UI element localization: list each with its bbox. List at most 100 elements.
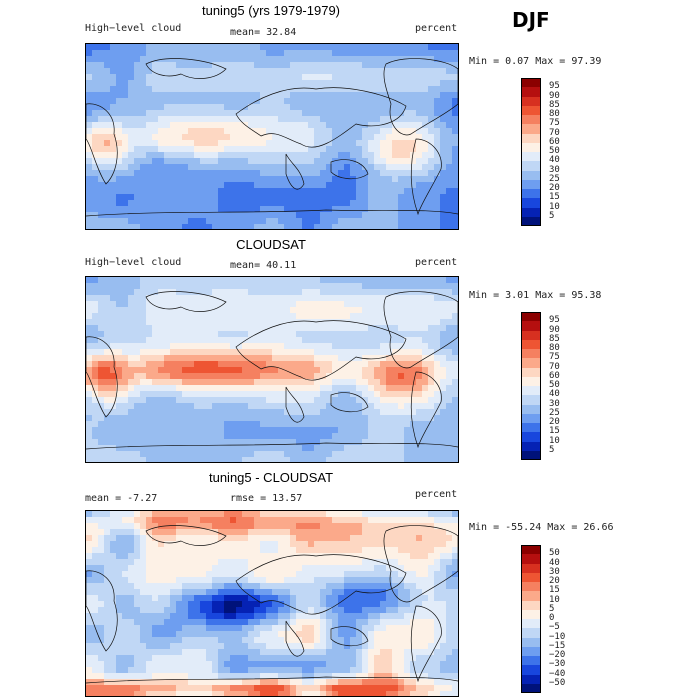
map-cell <box>302 224 309 229</box>
map-cell <box>338 158 345 165</box>
map-cell <box>188 541 195 548</box>
map-cell <box>362 367 369 374</box>
map-cell <box>338 68 345 75</box>
map-cell <box>392 313 399 320</box>
map-cell <box>296 409 303 416</box>
map-cell <box>86 307 93 314</box>
map-cell <box>374 68 381 75</box>
map-cell <box>188 283 195 290</box>
map-cell <box>302 218 309 225</box>
map-cell <box>188 433 195 440</box>
map-cell <box>122 134 129 141</box>
map-cell <box>218 98 225 105</box>
map-cell <box>254 283 261 290</box>
map-cell <box>338 379 345 386</box>
map-cell <box>134 415 141 422</box>
map-cell <box>344 80 351 87</box>
map-cell <box>446 188 453 195</box>
map-cell <box>314 457 321 462</box>
map-cell <box>128 355 135 362</box>
map-cell <box>362 110 369 117</box>
map-cell <box>446 601 453 608</box>
map-cell <box>254 56 261 63</box>
map-cell <box>164 295 171 302</box>
map-cell <box>308 523 315 530</box>
map-cell <box>182 182 189 189</box>
map-cell <box>164 283 171 290</box>
map-cell <box>230 601 237 608</box>
map-cell <box>422 74 429 81</box>
map-cell <box>230 62 237 69</box>
map-cell <box>272 385 279 392</box>
map-cell <box>374 146 381 153</box>
map-cell <box>110 218 117 225</box>
map-cell <box>374 421 381 428</box>
map-cell <box>194 152 201 159</box>
map-cell <box>374 164 381 171</box>
map-cell <box>176 56 183 63</box>
map-cell <box>398 589 405 596</box>
map-cell <box>212 349 219 356</box>
map-cell <box>206 80 213 87</box>
map-cell <box>368 289 375 296</box>
map-cell <box>86 176 93 183</box>
map-cell <box>116 152 123 159</box>
map-cell <box>422 188 429 195</box>
map-cell <box>428 62 435 69</box>
map-cell <box>452 224 458 229</box>
map-cell <box>128 565 135 572</box>
map-cell <box>110 80 117 87</box>
map-cell <box>332 355 339 362</box>
map-cell <box>242 98 249 105</box>
map-cell <box>176 116 183 123</box>
map-cell <box>296 307 303 314</box>
map-cell <box>86 397 93 404</box>
map-cell <box>188 379 195 386</box>
map-cell <box>206 110 213 117</box>
map-cell <box>176 152 183 159</box>
map-cell <box>374 218 381 225</box>
map-cell <box>236 343 243 350</box>
map-cell <box>206 451 213 458</box>
map-cell <box>164 421 171 428</box>
map-cell <box>272 116 279 123</box>
map-cell <box>308 457 315 462</box>
map-cell <box>428 457 435 462</box>
map-cell <box>362 427 369 434</box>
map-cell <box>236 595 243 602</box>
map-cell <box>332 391 339 398</box>
map-cell <box>134 343 141 350</box>
map-cell <box>230 391 237 398</box>
map-cell <box>128 601 135 608</box>
map-cell <box>326 44 333 51</box>
map-cell <box>272 295 279 302</box>
map-cell <box>326 331 333 338</box>
map-cell <box>416 433 423 440</box>
map-cell <box>368 80 375 87</box>
map-cell <box>266 110 273 117</box>
map-cell <box>338 385 345 392</box>
coastline <box>330 159 369 180</box>
map-cell <box>428 415 435 422</box>
map-cell <box>218 529 225 536</box>
map-cell <box>332 451 339 458</box>
map-cell <box>320 170 327 177</box>
map-cell <box>152 277 159 284</box>
coastline <box>235 87 407 148</box>
map-cell <box>374 80 381 87</box>
map-cell <box>278 68 285 75</box>
map-cell <box>332 397 339 404</box>
map-cell <box>152 445 159 452</box>
map-cell <box>416 535 423 542</box>
map-cell <box>158 295 165 302</box>
map-cell <box>128 104 135 111</box>
map-cell <box>230 577 237 584</box>
map-cell <box>212 98 219 105</box>
map-cell <box>266 200 273 207</box>
map-cell <box>422 206 429 213</box>
map-cell <box>110 146 117 153</box>
panel-2-minmax: Min = 3.01 Max = 95.38 <box>469 290 602 301</box>
map-cell <box>362 391 369 398</box>
map-cell <box>224 445 231 452</box>
map-cell <box>230 176 237 183</box>
